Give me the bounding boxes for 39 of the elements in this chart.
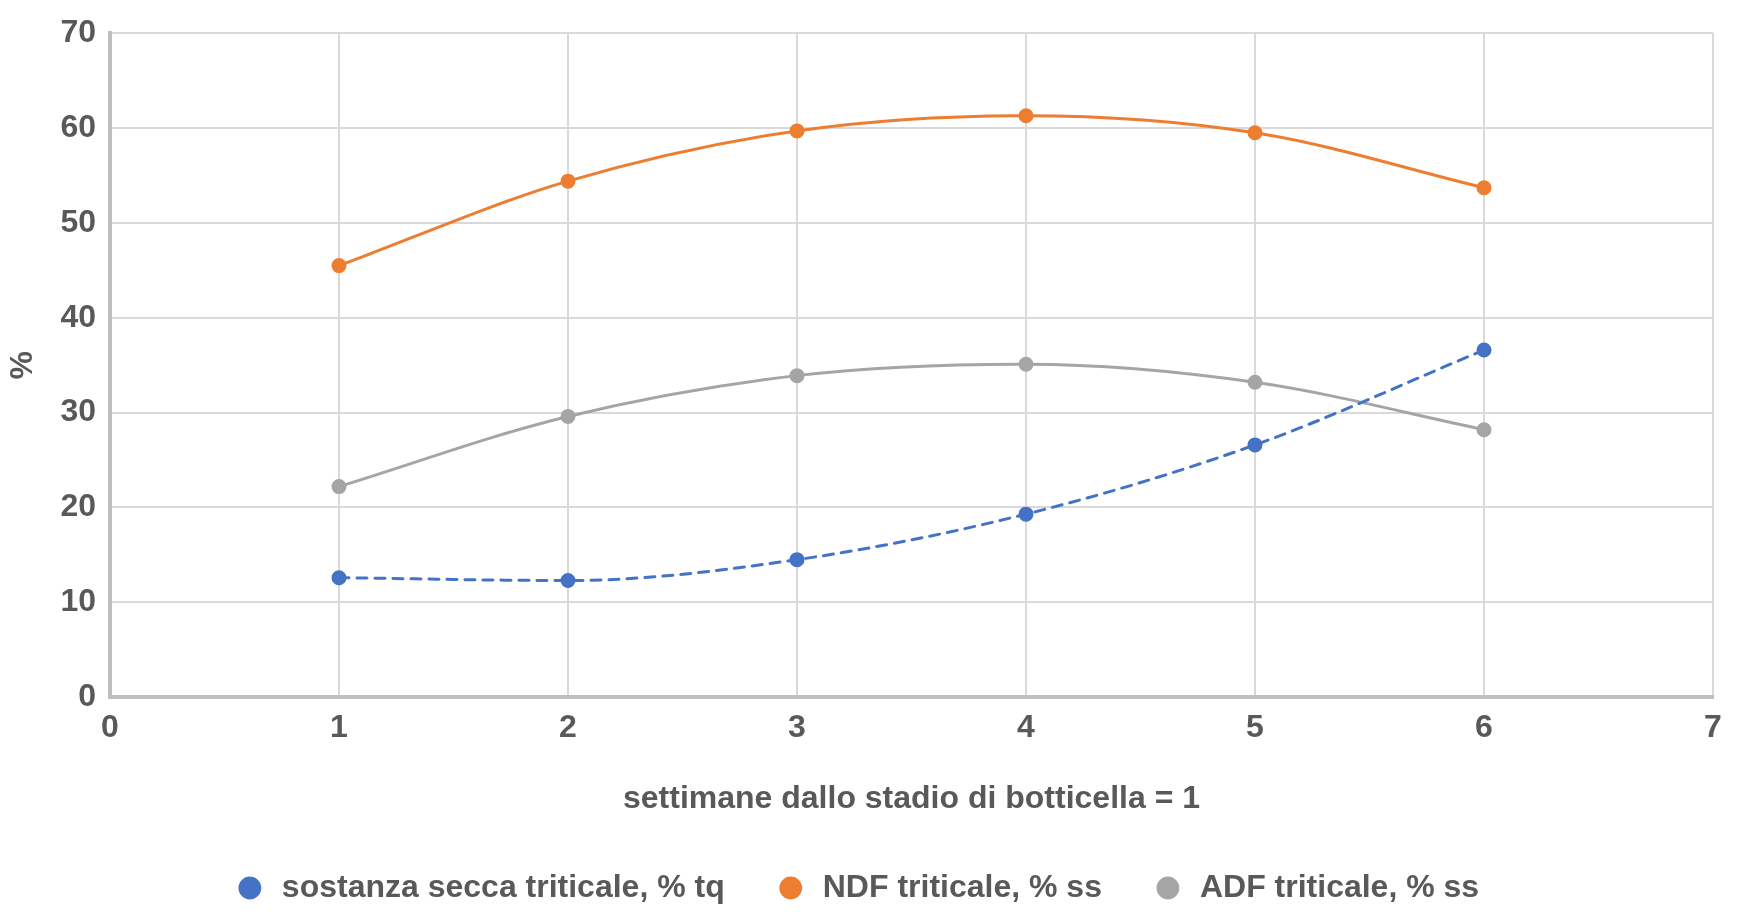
y-axis-title: % <box>3 350 40 380</box>
x-tick-label: 5 <box>1246 708 1264 745</box>
x-axis-title: settimane dallo stadio di botticella = 1 <box>622 778 1201 815</box>
point <box>331 258 347 274</box>
point <box>1018 108 1034 124</box>
point <box>1476 180 1492 196</box>
point <box>789 552 805 568</box>
point <box>1018 506 1034 522</box>
point <box>560 408 576 424</box>
x-tick-label: 7 <box>1704 708 1722 745</box>
legend-label: ADF triticale, % ss <box>1199 867 1480 904</box>
x-tick-label: 6 <box>1475 708 1493 745</box>
point <box>789 123 805 139</box>
point <box>560 573 576 589</box>
x-tick-label: 0 <box>101 708 119 745</box>
legend-label: sostanza secca triticale, % tq <box>281 867 725 904</box>
x-tick-label: 4 <box>1017 708 1036 745</box>
y-tick-label: 50 <box>60 202 96 239</box>
y-tick-label: 30 <box>60 392 96 429</box>
x-tick-label: 2 <box>559 708 577 745</box>
point <box>1018 356 1034 372</box>
x-tick-label: 3 <box>788 708 806 745</box>
point <box>1247 125 1263 141</box>
point <box>560 173 576 189</box>
point <box>331 479 347 495</box>
y-tick-label: 0 <box>78 677 96 714</box>
y-tick-label: 70 <box>60 13 96 50</box>
point <box>1247 437 1263 453</box>
point <box>331 570 347 586</box>
point <box>1476 422 1492 438</box>
point <box>789 368 805 384</box>
y-tick-label: 40 <box>60 297 96 334</box>
y-tick-label: 10 <box>60 582 96 619</box>
legend-label: NDF triticale, % ss <box>822 867 1102 904</box>
point <box>1247 374 1263 390</box>
point <box>1476 342 1492 358</box>
y-tick-label: 20 <box>60 487 96 524</box>
x-tick-label: 1 <box>330 708 348 745</box>
y-tick-label: 60 <box>60 107 96 144</box>
